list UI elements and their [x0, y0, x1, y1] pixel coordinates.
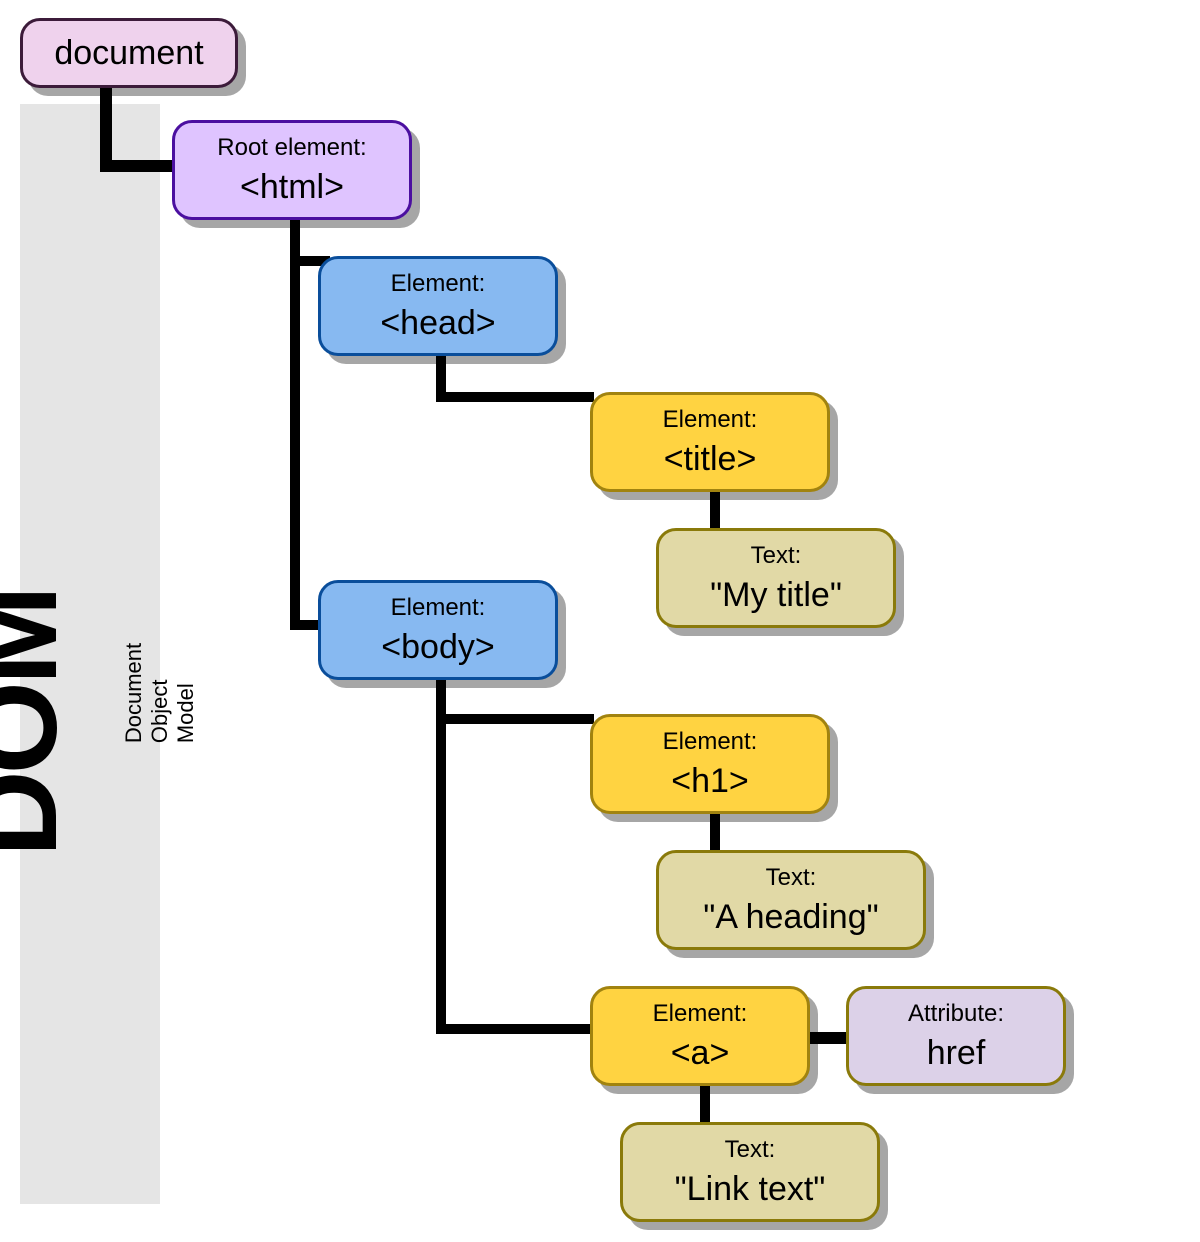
node-type-label: Element: — [391, 594, 486, 622]
edge-segment — [436, 714, 594, 724]
node-a: Element: <a> — [590, 986, 810, 1086]
node-value: <html> — [240, 168, 344, 207]
dom-subtitle: Document Object Model — [121, 643, 199, 743]
edge-segment — [700, 1086, 710, 1126]
node-root-html: Root element: <html> — [172, 120, 412, 220]
node-type-label: Element: — [653, 1000, 748, 1028]
node-type-label: Attribute: — [908, 1000, 1004, 1028]
node-body: Element: <body> — [318, 580, 558, 680]
node-type-label: Text: — [751, 542, 802, 570]
edge-segment — [290, 220, 300, 626]
edge-segment — [710, 492, 720, 532]
node-value: "A heading" — [703, 898, 878, 937]
edge-segment — [100, 88, 112, 166]
node-title-text: Text: "My title" — [656, 528, 896, 628]
node-type-label: Text: — [725, 1136, 776, 1164]
node-h1-text: Text: "A heading" — [656, 850, 926, 950]
node-value: <title> — [664, 440, 757, 479]
node-a-text: Text: "Link text" — [620, 1122, 880, 1222]
edge-segment — [808, 1032, 850, 1044]
edge-segment — [436, 356, 446, 396]
node-type-label: Element: — [663, 728, 758, 756]
node-value: "My title" — [710, 576, 842, 615]
node-type-label: Text: — [766, 864, 817, 892]
node-value: href — [927, 1034, 986, 1073]
edge-segment — [436, 392, 594, 402]
node-type-label: Root element: — [217, 134, 366, 162]
node-value: "Link text" — [675, 1170, 826, 1209]
node-value: <a> — [671, 1034, 730, 1073]
edge-segment — [436, 1024, 594, 1034]
node-type-label: Element: — [663, 406, 758, 434]
node-type-label: Element: — [391, 270, 486, 298]
node-href: Attribute: href — [846, 986, 1066, 1086]
sidebar-panel: DOM Document Object Model — [20, 104, 160, 1204]
edge-segment — [710, 814, 720, 854]
node-value: <head> — [380, 304, 495, 343]
dom-title: DOM — [0, 589, 84, 857]
node-value: <h1> — [671, 762, 749, 801]
edge-segment — [100, 160, 180, 172]
node-value: <body> — [381, 628, 494, 667]
node-head: Element: <head> — [318, 256, 558, 356]
node-document: document — [20, 18, 238, 88]
node-label: document — [54, 34, 203, 73]
edge-segment — [436, 680, 446, 1030]
node-title: Element: <title> — [590, 392, 830, 492]
node-h1: Element: <h1> — [590, 714, 830, 814]
